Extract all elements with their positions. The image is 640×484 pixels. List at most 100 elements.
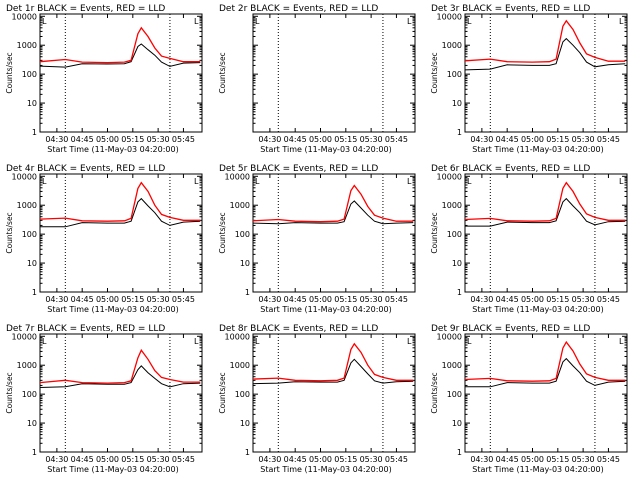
x-tick-label: 04:45 [496, 135, 519, 144]
y-tick-label: 1 [457, 448, 462, 457]
x-tick-label: 05:30 [147, 135, 170, 144]
plot-frame [252, 173, 416, 293]
legend-marker: L [467, 337, 472, 346]
y-axis-label: Counts/sec [430, 212, 439, 253]
series-line-events [39, 365, 201, 388]
plot-title: Det 2r BLACK = Events, RED = LLD [219, 4, 378, 14]
series-line-events [465, 357, 626, 388]
y-tick-label: 1 [32, 448, 37, 457]
y-tick-label: 10000 [225, 172, 250, 181]
x-tick-label: 05:45 [597, 295, 620, 304]
y-axis-label: Counts/sec [430, 372, 439, 413]
x-tick-label: 05:00 [96, 295, 119, 304]
x-tick-label: 05:00 [521, 295, 544, 304]
series-line-lld [464, 19, 626, 63]
y-tick-label: 1000 [442, 201, 462, 210]
plot-frame [39, 173, 203, 293]
plot-title: Det 6r BLACK = Events, RED = LLD [431, 164, 590, 174]
x-tick-label: 04:30 [470, 455, 493, 464]
x-tick-label: 05:15 [121, 295, 144, 304]
legend-marker: L [619, 337, 624, 346]
y-axis-label: Counts/sec [218, 212, 227, 253]
y-tick-label: 1000 [442, 361, 462, 370]
x-axis-label: Start Time (11-May-03 04:20:00) [260, 465, 391, 474]
x-tick-label: 05:30 [360, 455, 383, 464]
y-tick-label: 10000 [437, 332, 462, 341]
x-axis-label: Start Time (11-May-03 04:20:00) [47, 465, 178, 474]
x-tick-label: 05:00 [521, 135, 544, 144]
x-tick-label: 05:00 [309, 135, 332, 144]
x-tick-label: 05:30 [572, 455, 595, 464]
x-tick-label: 04:30 [470, 295, 493, 304]
y-tick-label: 10000 [12, 12, 37, 21]
x-tick-label: 05:15 [121, 135, 144, 144]
y-tick-label: 10 [452, 259, 462, 268]
x-tick-label: 05:45 [385, 295, 408, 304]
y-tick-label: 100 [235, 390, 250, 399]
x-tick-label: 04:30 [45, 135, 68, 144]
y-tick-label: 10000 [437, 172, 462, 181]
y-tick-label: 1000 [230, 201, 250, 210]
y-tick-label: 1000 [230, 361, 250, 370]
y-tick-label: 1000 [17, 361, 37, 370]
x-tick-label: 05:45 [597, 455, 620, 464]
x-tick-label: 05:15 [121, 455, 144, 464]
series-line-events [252, 358, 414, 385]
y-tick-label: 100 [447, 230, 462, 239]
x-tick-label: 05:15 [546, 295, 569, 304]
y-tick-label: 1 [457, 128, 462, 137]
y-tick-label: 1 [245, 448, 250, 457]
x-tick-label: 04:30 [45, 295, 68, 304]
legend-marker: L [255, 177, 260, 186]
series-line-events [39, 43, 201, 68]
x-tick-label: 05:15 [334, 455, 357, 464]
x-tick-label: 05:45 [172, 295, 195, 304]
legend-marker: L [194, 337, 199, 346]
x-tick-label: 05:15 [334, 135, 357, 144]
x-tick-label: 04:30 [258, 295, 281, 304]
x-tick-label: 05:15 [546, 135, 569, 144]
legend-marker: L [407, 337, 412, 346]
plot-frame [464, 13, 628, 133]
plot-title: Det 1r BLACK = Events, RED = LLD [6, 4, 165, 14]
x-tick-label: 05:45 [172, 135, 195, 144]
y-tick-label: 10 [240, 259, 250, 268]
x-axis-label: Start Time (11-May-03 04:20:00) [260, 305, 391, 314]
x-tick-label: 05:00 [309, 455, 332, 464]
x-tick-label: 05:30 [147, 455, 170, 464]
y-tick-label: 10 [27, 419, 37, 428]
y-tick-label: 10 [27, 99, 37, 108]
y-tick-label: 1 [32, 128, 37, 137]
plot-frame [39, 333, 203, 453]
x-axis-label: Start Time (11-May-03 04:20:00) [47, 305, 178, 314]
y-tick-label: 10000 [225, 332, 250, 341]
legend-marker: L [194, 17, 199, 26]
x-tick-label: 05:45 [385, 135, 408, 144]
legend-marker: L [407, 177, 412, 186]
y-tick-label: 1000 [442, 41, 462, 50]
x-tick-label: 04:30 [258, 135, 281, 144]
legend-marker: L [42, 177, 47, 186]
y-axis-label: Counts/sec [5, 52, 14, 93]
legend-marker: L [467, 17, 472, 26]
legend-marker: L [42, 17, 47, 26]
y-tick-label: 1000 [17, 201, 37, 210]
legend-marker: L [255, 337, 260, 346]
plot-frame [464, 173, 628, 293]
plot-title: Det 9r BLACK = Events, RED = LLD [431, 324, 590, 334]
x-tick-label: 05:45 [385, 455, 408, 464]
series-line-lld [464, 340, 626, 382]
x-tick-label: 05:30 [360, 135, 383, 144]
series-line-events [40, 197, 201, 228]
x-tick-label: 05:30 [360, 295, 383, 304]
x-tick-label: 05:15 [334, 295, 357, 304]
x-tick-label: 05:00 [96, 135, 119, 144]
x-tick-label: 04:45 [496, 295, 519, 304]
legend-marker: L [42, 337, 47, 346]
